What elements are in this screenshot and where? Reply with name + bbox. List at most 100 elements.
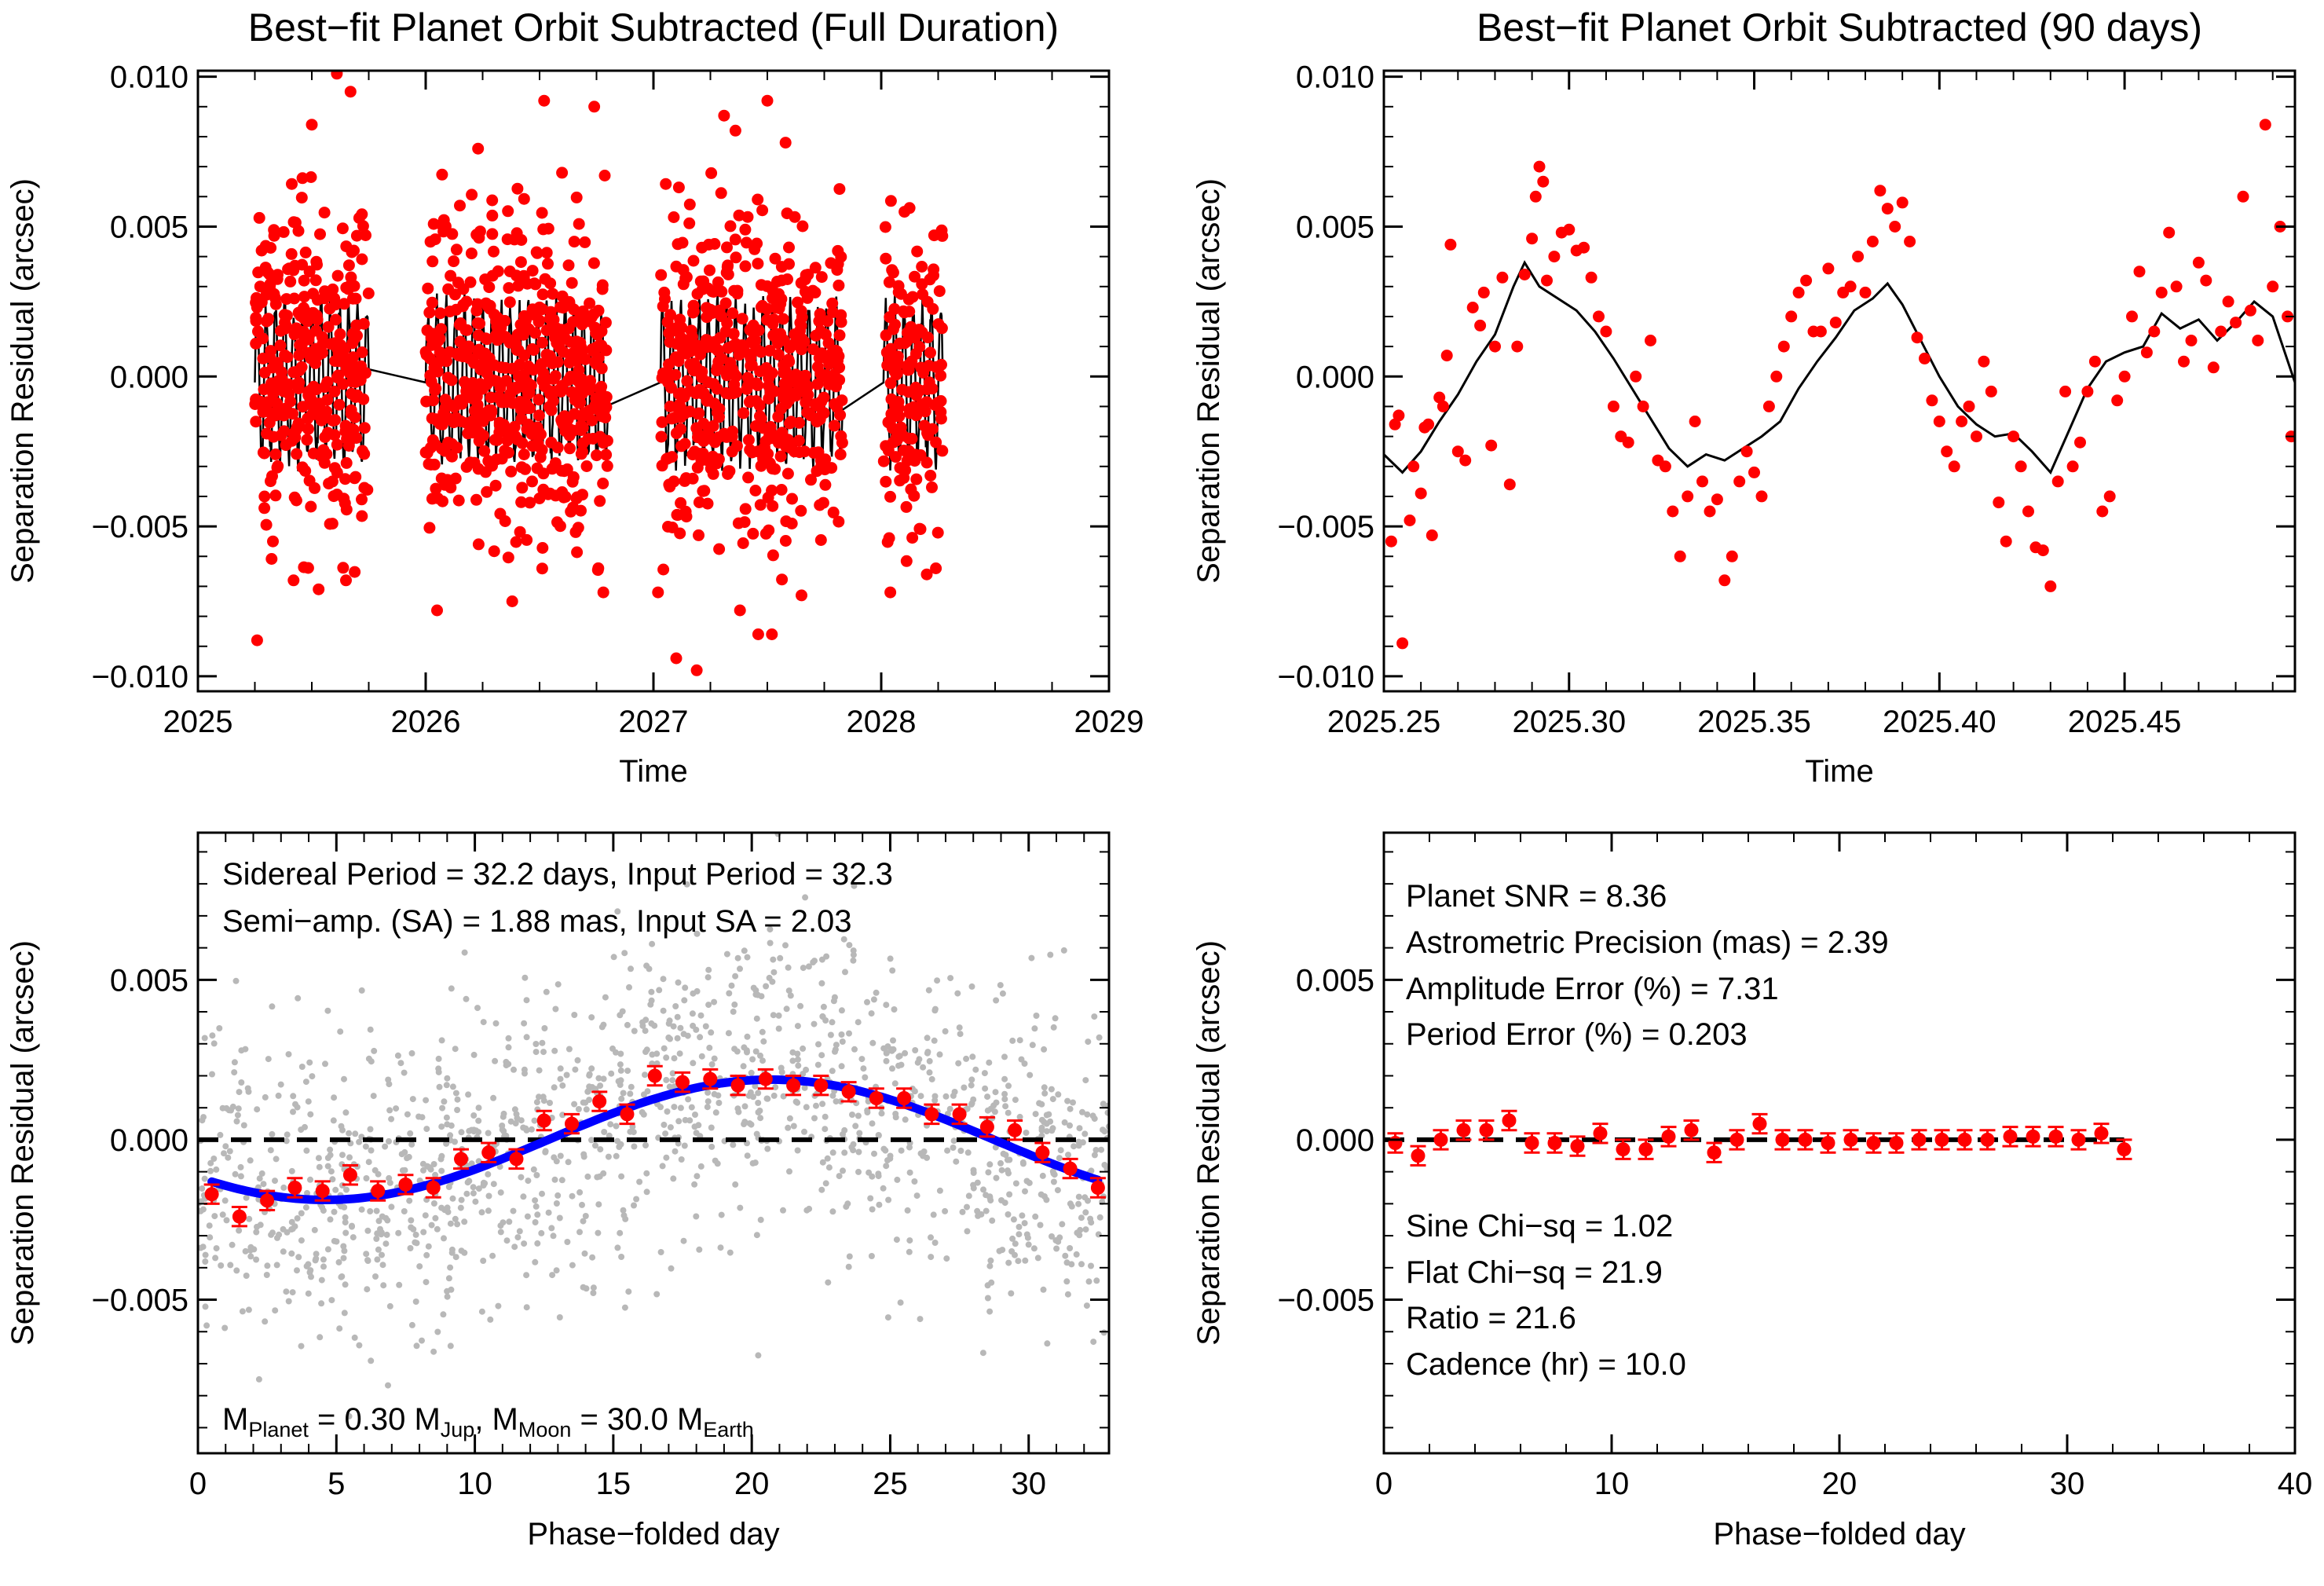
data-point (426, 296, 438, 309)
data-point (539, 273, 551, 285)
background-point (581, 1250, 588, 1257)
data-point (724, 220, 737, 233)
background-point (726, 990, 733, 997)
background-point (408, 1141, 415, 1148)
background-point (317, 1334, 324, 1341)
background-point (1038, 1126, 1045, 1134)
data-point (277, 225, 290, 238)
data-point (327, 283, 339, 295)
background-point (262, 1318, 269, 1325)
background-point (1028, 954, 1035, 961)
data-point (453, 349, 466, 361)
background-point (490, 1094, 497, 1101)
data-point (1814, 325, 1827, 338)
data-point (767, 549, 779, 562)
binned-point (979, 1119, 994, 1134)
background-point (648, 997, 655, 1004)
data-point (807, 343, 819, 356)
data-point (503, 266, 516, 277)
data-point (594, 495, 606, 507)
data-point (498, 419, 510, 431)
data-point (576, 383, 589, 395)
background-point (349, 1223, 355, 1230)
background-point (882, 1147, 889, 1154)
binned-point (1866, 1136, 1881, 1150)
background-point (601, 1129, 608, 1135)
background-point (231, 1069, 238, 1076)
data-point (897, 305, 909, 317)
background-point (275, 1092, 282, 1099)
data-point (570, 191, 583, 203)
background-point (294, 1267, 300, 1274)
background-point (247, 1244, 254, 1251)
background-point (396, 1281, 403, 1288)
data-point (657, 367, 669, 379)
background-point (556, 1314, 563, 1320)
data-point (769, 463, 781, 475)
background-point (288, 1250, 295, 1257)
background-point (1085, 1197, 1091, 1204)
background-point (913, 1192, 920, 1200)
background-point (216, 1025, 223, 1031)
plot-clip-group (1384, 119, 2295, 650)
data-point (424, 369, 437, 382)
background-point (225, 1154, 232, 1161)
data-point (334, 328, 346, 340)
background-point (964, 1105, 971, 1112)
data-point (819, 453, 832, 466)
data-point (2007, 430, 2020, 443)
background-point (407, 1130, 414, 1137)
data-point (1593, 310, 1605, 323)
binned-point (1752, 1116, 1767, 1131)
binned-point (1388, 1136, 1403, 1150)
background-point (1077, 1226, 1084, 1233)
data-point (514, 318, 527, 331)
background-point (236, 1089, 243, 1096)
background-point (553, 1200, 560, 1207)
background-point (211, 1213, 218, 1220)
background-point (649, 940, 656, 947)
data-point (271, 273, 284, 285)
background-point (778, 1069, 785, 1075)
background-point (475, 1185, 482, 1192)
data-point (1800, 274, 1813, 287)
background-point (423, 1279, 430, 1286)
background-point (663, 1154, 670, 1161)
data-point (258, 490, 271, 503)
background-point (748, 1121, 755, 1128)
data-point (257, 352, 269, 364)
background-point (538, 1229, 545, 1236)
data-point (1770, 370, 1783, 383)
data-point (331, 71, 343, 80)
background-point (1016, 1037, 1023, 1044)
background-point (350, 1234, 357, 1241)
background-point (385, 1382, 391, 1389)
background-point (367, 1026, 374, 1033)
data-point (307, 288, 320, 300)
background-point (942, 1093, 950, 1100)
background-point (620, 1212, 628, 1219)
background-point (262, 1093, 269, 1101)
background-point (1005, 1082, 1012, 1090)
background-point (1012, 1180, 1019, 1187)
background-point (571, 1101, 578, 1108)
data-point (686, 306, 699, 319)
data-point (877, 455, 890, 467)
data-point (799, 285, 811, 298)
binned-point (371, 1184, 386, 1199)
data-point (736, 313, 748, 325)
data-point (930, 436, 942, 449)
data-point (454, 200, 466, 212)
data-point (470, 390, 483, 403)
data-point (933, 285, 946, 298)
annotation-precision: Astrometric Precision (mas) = 2.39 (1406, 925, 1889, 960)
binned-point (1593, 1126, 1608, 1141)
data-point (1600, 325, 1612, 338)
data-point (460, 295, 473, 308)
background-point (986, 1308, 994, 1315)
background-point (898, 1147, 905, 1154)
background-point (829, 1208, 836, 1215)
binned-point (675, 1075, 690, 1090)
background-point (833, 1098, 840, 1105)
background-point (887, 955, 894, 962)
